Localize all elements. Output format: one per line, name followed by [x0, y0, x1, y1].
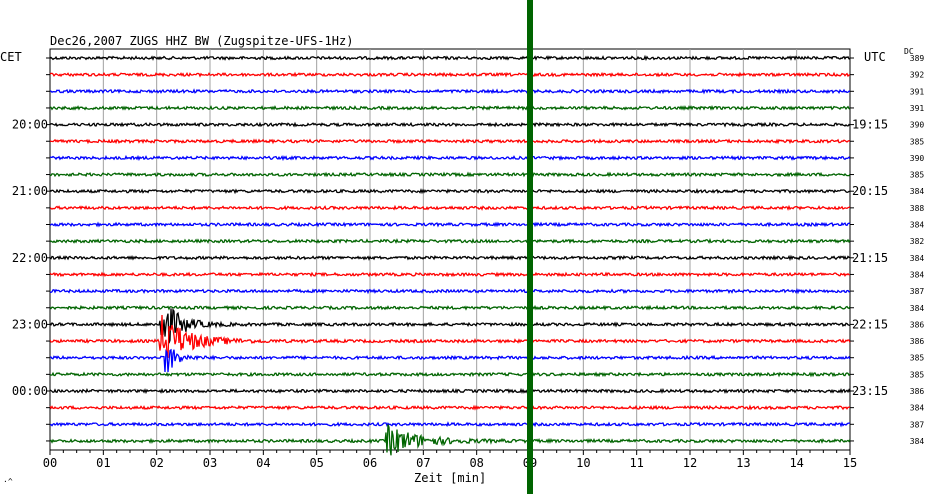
right-hour-label: 23:15	[852, 384, 888, 398]
dc-value: 391	[910, 104, 925, 113]
x-tick-label: 07	[416, 456, 430, 470]
dc-value: 392	[910, 71, 925, 80]
dc-value: 384	[910, 304, 925, 313]
dc-value: 384	[910, 437, 925, 446]
x-tick-label: 15	[843, 456, 857, 470]
right-hour-label: 22:15	[852, 317, 888, 331]
dc-value: 382	[910, 237, 925, 246]
trace-row-20	[49, 387, 851, 395]
trace-row-11	[49, 237, 851, 245]
trace-row-0	[49, 54, 851, 62]
left-hour-label: 21:00	[12, 184, 48, 198]
x-tick-label: 01	[96, 456, 110, 470]
dc-value: 384	[910, 254, 925, 263]
left-hour-label: 22:00	[12, 251, 48, 265]
dc-value: 390	[910, 154, 925, 163]
dc-label: DC	[904, 47, 914, 56]
trace-row-12	[49, 254, 851, 262]
x-tick-label: 14	[789, 456, 803, 470]
dc-value: 386	[910, 337, 925, 346]
trace-row-10	[49, 221, 851, 228]
dc-value: 385	[910, 354, 925, 363]
x-tick-label: 04	[256, 456, 270, 470]
dc-value: 384	[910, 221, 925, 230]
dc-value: 390	[910, 121, 925, 130]
x-tick-label: 03	[203, 456, 217, 470]
trace-row-19	[49, 371, 851, 378]
trace-row-17	[49, 314, 851, 359]
x-tick-label: 13	[736, 456, 750, 470]
trace-row-5	[49, 138, 851, 145]
trace-row-13	[49, 271, 851, 278]
x-axis-label: Zeit [min]	[414, 471, 487, 485]
left-hour-label: 00:00	[12, 384, 48, 398]
right-hour-label: 20:15	[852, 184, 888, 198]
dc-value: 384	[910, 270, 925, 279]
trace-row-21	[49, 404, 851, 411]
trace-row-3	[49, 105, 851, 111]
x-tick-label: 10	[576, 456, 590, 470]
dc-value: 387	[910, 287, 925, 296]
x-tick-label: 05	[309, 456, 323, 470]
right-hour-label: 21:15	[852, 251, 888, 265]
trace-row-9	[49, 204, 851, 211]
trace-row-7	[49, 171, 851, 178]
x-tick-label: 02	[149, 456, 163, 470]
dc-value: 385	[910, 137, 925, 146]
chart-title: Dec26,2007 ZUGS HHZ BW (Zugspitze-UFS-1H…	[50, 34, 354, 48]
left-hour-label: 23:00	[12, 317, 48, 331]
dc-value: 384	[910, 404, 925, 413]
x-tick-label: 08	[469, 456, 483, 470]
x-tick-label: 12	[683, 456, 697, 470]
dc-value: 385	[910, 370, 925, 379]
trace-row-23	[49, 424, 851, 456]
left-axis-label: CET	[0, 50, 22, 64]
left-hour-label: 20:00	[12, 118, 48, 132]
dc-value: 385	[910, 171, 925, 180]
dc-value: 386	[910, 387, 925, 396]
right-axis-label: UTC	[864, 50, 886, 64]
x-tick-label: 00	[43, 456, 57, 470]
trace-row-14	[49, 287, 851, 295]
trace-row-18	[49, 348, 851, 373]
dc-value: 387	[910, 420, 925, 429]
dc-value: 391	[910, 87, 925, 96]
trace-row-1	[49, 71, 851, 78]
trace-row-2	[49, 88, 851, 95]
dc-value: 386	[910, 320, 925, 329]
trace-row-4	[49, 121, 851, 128]
current-time-marker	[527, 0, 533, 494]
trace-row-15	[49, 304, 851, 311]
right-hour-label: 19:15	[852, 118, 888, 132]
x-tick-label: 06	[363, 456, 377, 470]
dc-value: 384	[910, 187, 925, 196]
trace-row-8	[49, 188, 851, 195]
dc-value: 388	[910, 204, 925, 213]
corner-mark: ·^	[3, 477, 13, 486]
trace-row-16	[49, 307, 851, 344]
trace-row-22	[49, 421, 851, 428]
dc-value: 389	[910, 54, 925, 63]
x-tick-label: 11	[629, 456, 643, 470]
trace-row-6	[49, 154, 851, 162]
